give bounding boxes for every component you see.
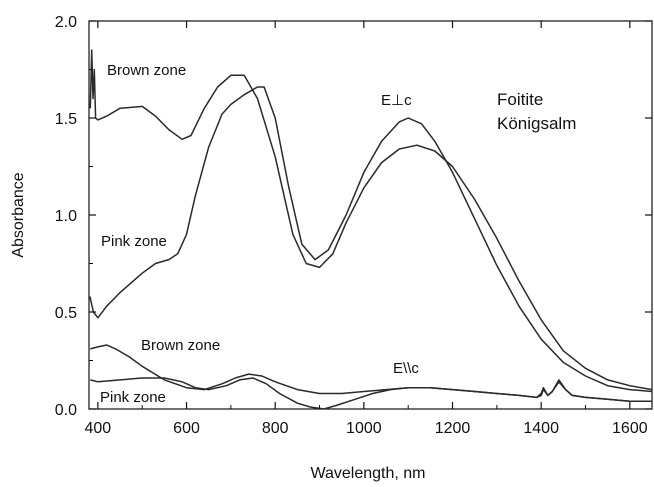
x-tick-label: 1000 [346,420,382,437]
mineral-label: Foitite [497,90,543,109]
x-tick-label: 400 [85,420,112,437]
series-brown-perp [89,49,653,391]
x-axis-label: Wavelength, nm [310,465,425,482]
x-tick-label: 1400 [523,420,559,437]
y-tick-label: 0.5 [55,305,77,322]
x-tick-label: 1600 [612,420,648,437]
series-pink-parallel [90,377,652,410]
parallel-polarization-label: E\\c [393,360,419,377]
brown-zone-upper-label: Brown zone [107,62,186,79]
y-tick-label: 1.0 [55,208,77,225]
series-pink-perp [89,86,653,393]
x-tick-label: 600 [173,420,200,437]
y-axis-ticks: 0.0 0.5 1.0 1.5 2.0 [55,14,652,419]
pink-zone-lower-label: Pink zone [100,389,166,406]
x-tick-label: 800 [262,420,289,437]
y-axis-label: Absorbance [10,172,27,257]
pink-zone-upper-label: Pink zone [101,233,167,250]
y-tick-label: 1.5 [55,111,77,128]
series-layer [89,49,653,410]
x-axis-ticks: 400 600 800 1000 1200 1400 1600 [85,21,648,437]
brown-zone-lower-label: Brown zone [141,337,220,354]
locality-label: Königsalm [497,114,576,133]
y-tick-label: 0.0 [55,402,77,419]
x-tick-label: 1200 [435,420,471,437]
y-tick-label: 2.0 [55,14,77,31]
perp-polarization-label: E⊥c [381,92,412,109]
series-brown-parallel [90,344,652,402]
